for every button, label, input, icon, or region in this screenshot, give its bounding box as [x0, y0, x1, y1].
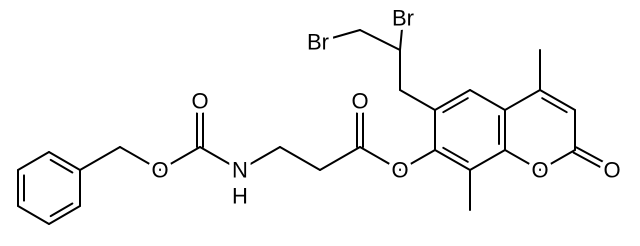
bond [434, 149, 471, 171]
atom-label: O [603, 158, 620, 183]
bond [442, 146, 469, 163]
bond [469, 149, 506, 171]
bond [572, 151, 612, 174]
atom-label: O [391, 158, 408, 183]
bond [279, 146, 321, 171]
bond [434, 89, 471, 111]
bond [541, 97, 568, 114]
bond [317, 29, 361, 43]
atom-label: O [351, 89, 368, 114]
bond [49, 202, 74, 218]
atom-label: H [232, 184, 248, 209]
bond [539, 89, 576, 111]
bond [359, 29, 401, 51]
bond [319, 146, 361, 171]
atom-label: O [151, 158, 168, 183]
bond [239, 146, 281, 171]
bond [199, 146, 241, 171]
bond [17, 151, 50, 171]
bond [48, 205, 81, 225]
bond [119, 146, 161, 171]
bond [539, 149, 576, 171]
atom-label: O [531, 158, 548, 183]
bond [17, 205, 50, 225]
bond [399, 149, 436, 171]
bond [48, 151, 81, 171]
bond [442, 97, 469, 114]
bond [359, 146, 401, 171]
bond [504, 149, 541, 171]
atom-label: Br [307, 30, 329, 55]
bond [49, 158, 74, 174]
atom-label: O [191, 89, 208, 114]
atom-label: Br [392, 6, 414, 31]
bond [399, 17, 404, 51]
bond [79, 146, 121, 171]
bond [469, 89, 506, 111]
bond [159, 146, 201, 171]
bond [504, 89, 541, 111]
bond [575, 146, 615, 169]
atom-label: N [232, 158, 248, 183]
bond [399, 89, 436, 111]
